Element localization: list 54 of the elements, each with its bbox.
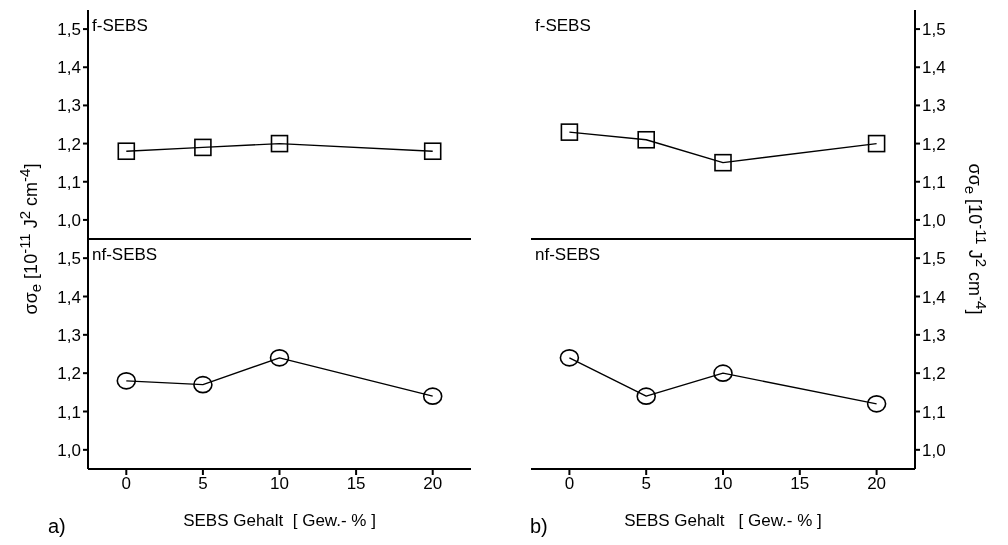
chart-title: nf-SEBS: [92, 245, 158, 265]
y-tick-label: 1,5: [57, 249, 81, 269]
y-tick-label: 1,0: [922, 210, 946, 230]
y-tick-label: 1,0: [57, 210, 81, 230]
y-tick-label: 1,3: [57, 325, 81, 345]
y-tick-label: 1,1: [922, 402, 946, 422]
y-tick-label: 1,4: [922, 287, 946, 307]
point: [193, 375, 213, 394]
point: [637, 130, 655, 149]
x-tick-label: 5: [198, 474, 208, 494]
x-tick-label: 0: [121, 474, 132, 494]
point: [559, 349, 580, 367]
chart-title: f-SEBS: [535, 16, 591, 36]
chart-title: nf-SEBS: [535, 245, 601, 265]
chart-title: f-SEBS: [92, 16, 148, 36]
y-tick-label: 1,1: [922, 172, 946, 192]
point: [422, 387, 443, 405]
y-tick-label: 1,4: [57, 287, 81, 307]
y-tick-label: 1,4: [57, 58, 81, 78]
y-tick-label: 1,4: [922, 58, 946, 78]
point: [116, 372, 137, 390]
y-tick-label: 1,1: [57, 172, 81, 192]
x-tick-label: 5: [641, 474, 651, 494]
point: [866, 395, 887, 413]
text: b): [530, 515, 548, 538]
point: [867, 134, 886, 153]
point: [714, 153, 732, 172]
y-tick-label: 1,0: [57, 440, 81, 460]
y-tick-label: 1,0: [922, 440, 946, 460]
y-tick-label: 1,2: [57, 364, 81, 384]
y-tick-label: 1,2: [922, 364, 946, 384]
y-tick-label: 1,3: [922, 96, 946, 116]
y-tick-label: 1,3: [922, 325, 946, 345]
x-tick-label: 0: [564, 474, 575, 494]
x-axis-title: SEBS Gehalt [ Gew.- % ]: [624, 511, 822, 530]
point: [560, 123, 579, 141]
y-tick-label: 1,5: [922, 249, 946, 269]
x-tick-label: 15: [790, 474, 810, 494]
x-tick-label: 15: [346, 474, 366, 494]
x-tick-label: 10: [713, 474, 733, 494]
y-tick-label: 1,5: [57, 20, 81, 40]
text: a): [48, 515, 66, 538]
y-tick-label: 1,2: [922, 134, 946, 154]
y-tick-label: 1,5: [922, 20, 946, 40]
point: [713, 364, 733, 382]
x-tick-label: 20: [423, 474, 443, 494]
x-tick-label: 20: [867, 474, 887, 494]
y-tick-label: 1,3: [57, 96, 81, 116]
x-tick-label: 10: [270, 474, 289, 494]
point: [636, 387, 656, 405]
point: [269, 349, 290, 367]
y-tick-label: 1,2: [57, 134, 81, 154]
y-tick-label: 1,1: [57, 402, 81, 422]
x-axis-title: SEBS Gehalt [ Gew.- % ]: [182, 511, 377, 531]
